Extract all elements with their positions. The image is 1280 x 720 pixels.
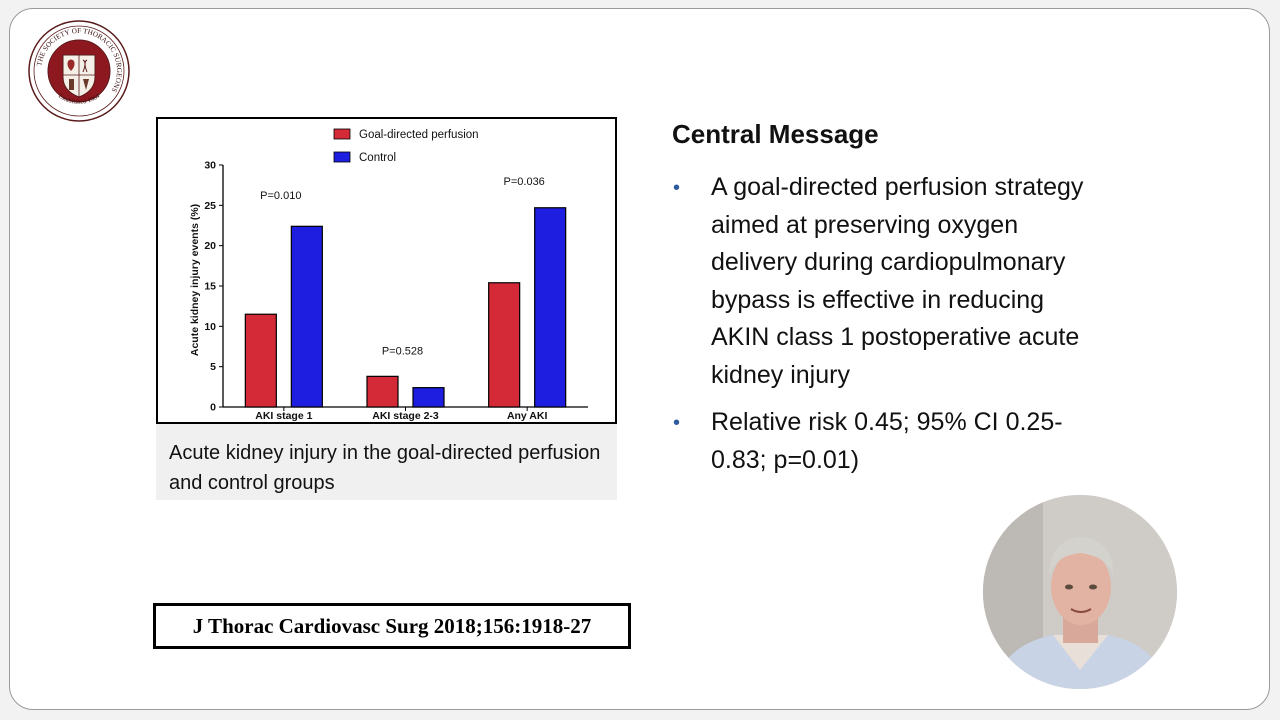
bar-control — [290, 225, 323, 408]
bar-control — [534, 207, 567, 408]
y-axis-label: Acute kidney injury events (%) — [189, 204, 201, 356]
bullet-item: • A goal-directed perfusion strategy aime… — [672, 169, 1092, 394]
slide: THE SOCIETY OF THORACIC SURGEONS Establi… — [9, 8, 1270, 710]
legend-swatch-goal-directed — [333, 128, 351, 140]
journal-citation: J Thorac Cardiovasc Surg 2018;156:1918-2… — [153, 603, 631, 649]
bullet-icon: • — [673, 177, 681, 199]
p-value-annotation: P=0.010 — [260, 190, 301, 202]
central-message-title: Central Message — [672, 119, 879, 149]
y-tick-label: 20 — [204, 240, 216, 252]
legend-swatch-control — [333, 151, 351, 163]
legend-label-control: Control — [359, 152, 396, 164]
bar-goal-directed — [366, 375, 399, 408]
y-tick-label: 25 — [204, 200, 216, 212]
x-tick-label: AKI stage 1 — [255, 410, 312, 422]
y-tick-label: 15 — [204, 281, 216, 293]
x-tick-label: Any AKI — [507, 410, 548, 422]
sts-logo: THE SOCIETY OF THORACIC SURGEONS Establi… — [27, 19, 131, 123]
p-value-annotation: P=0.036 — [504, 176, 545, 188]
bar-goal-directed — [244, 313, 277, 408]
legend-label-goal-directed: Goal-directed perfusion — [359, 129, 479, 141]
bullet-text: A goal-directed perfusion strategy aimed… — [711, 173, 1084, 389]
bar-control — [412, 387, 445, 408]
chart-caption: Acute kidney injury in the goal-directed… — [156, 424, 617, 500]
central-message-bullets: • A goal-directed perfusion strategy aime… — [672, 169, 1092, 489]
bullet-text: Relative risk 0.45; 95% CI 0.25-0.83; p=… — [711, 408, 1063, 474]
y-tick-label: 30 — [204, 160, 216, 172]
bar-chart: Goal-directed perfusion Control Acute ki… — [156, 117, 617, 424]
bar-goal-directed — [488, 282, 521, 408]
y-tick-label: 5 — [210, 361, 216, 373]
presenter-webcam — [983, 495, 1177, 689]
x-tick-label: AKI stage 2-3 — [372, 410, 439, 422]
y-tick-label: 0 — [210, 402, 216, 414]
bullet-item: • Relative risk 0.45; 95% CI 0.25-0.83; p… — [672, 404, 1092, 479]
chart-legend: Goal-directed perfusion Control — [333, 128, 479, 164]
p-value-annotation: P=0.528 — [382, 346, 423, 358]
bullet-icon: • — [673, 412, 681, 434]
y-tick-label: 10 — [204, 321, 216, 333]
